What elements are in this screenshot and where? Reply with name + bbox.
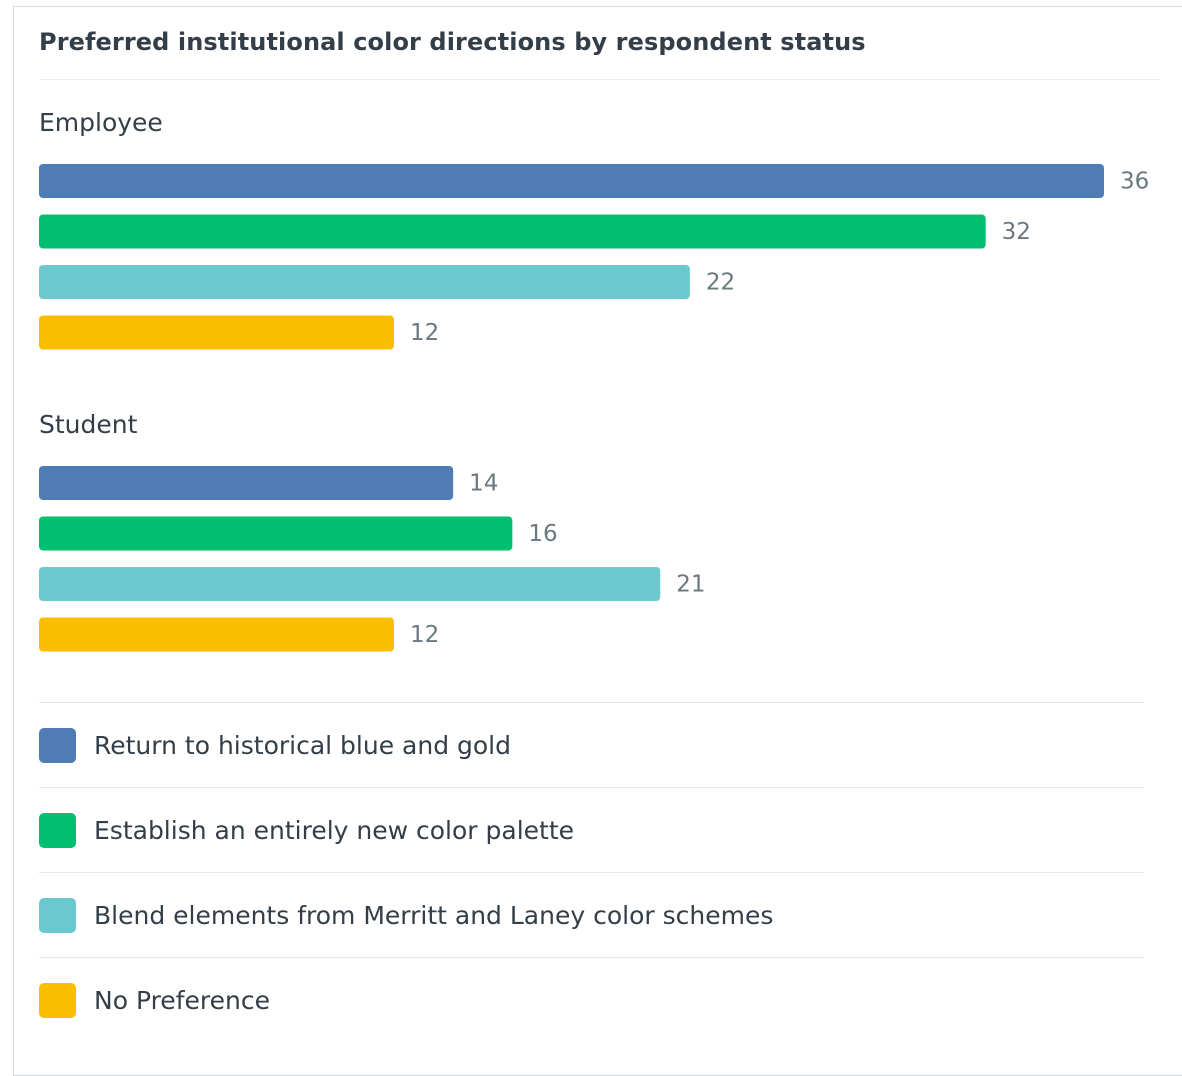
- legend-swatch: [39, 728, 76, 763]
- bar-value-label: 36: [1120, 169, 1149, 195]
- legend-label: Return to historical blue and gold: [94, 731, 511, 760]
- bar[interactable]: [39, 214, 986, 249]
- bar[interactable]: [39, 315, 394, 350]
- bar[interactable]: [39, 466, 454, 500]
- bar-value-label: 32: [1002, 219, 1031, 245]
- bar[interactable]: [39, 567, 661, 601]
- legend-item[interactable]: Blend elements from Merritt and Laney co…: [39, 872, 1144, 957]
- legend-swatch: [39, 898, 76, 933]
- legend-swatch: [39, 983, 76, 1018]
- legend-label: Establish an entirely new color palette: [94, 816, 575, 845]
- bar-value-label: 21: [676, 572, 705, 598]
- bar[interactable]: [39, 617, 394, 652]
- bar[interactable]: [39, 516, 513, 551]
- bar-chart: Employee 36 32 22 12 Student 14 16 21 12: [39, 108, 1149, 652]
- bar-value-label: 12: [410, 320, 439, 346]
- legend-item[interactable]: No Preference: [39, 957, 1144, 1042]
- legend-item[interactable]: Establish an entirely new color palette: [39, 787, 1144, 872]
- bar-value-label: 14: [469, 471, 498, 497]
- chart-legend: Return to historical blue and gold Estab…: [39, 702, 1144, 1042]
- bar-value-label: 12: [410, 622, 439, 648]
- legend-label: Blend elements from Merritt and Laney co…: [94, 901, 774, 930]
- bar-value-label: 16: [528, 521, 557, 547]
- legend-swatch: [39, 813, 76, 848]
- title-divider: [39, 79, 1161, 80]
- chart-title: Preferred institutional color directions…: [39, 28, 866, 56]
- group-label: Employee: [39, 108, 163, 137]
- legend-item[interactable]: Return to historical blue and gold: [39, 702, 1144, 787]
- legend-label: No Preference: [94, 986, 270, 1015]
- bar[interactable]: [39, 164, 1104, 198]
- group-label: Student: [39, 410, 138, 439]
- bar-value-label: 22: [706, 270, 735, 296]
- bar[interactable]: [39, 265, 690, 299]
